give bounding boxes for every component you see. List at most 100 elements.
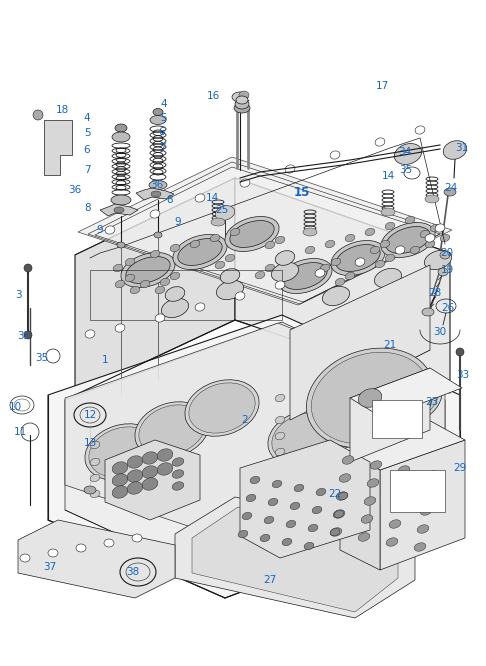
Text: 10: 10: [8, 402, 21, 412]
Ellipse shape: [389, 519, 401, 528]
Polygon shape: [44, 120, 72, 175]
Ellipse shape: [185, 380, 259, 436]
Ellipse shape: [220, 268, 240, 283]
Ellipse shape: [215, 261, 225, 268]
Ellipse shape: [190, 240, 200, 248]
Text: 28: 28: [428, 288, 442, 298]
Ellipse shape: [430, 224, 440, 232]
Ellipse shape: [121, 252, 175, 288]
Ellipse shape: [172, 458, 184, 466]
Ellipse shape: [172, 470, 184, 478]
Text: 9: 9: [97, 225, 104, 235]
Ellipse shape: [305, 246, 315, 254]
Ellipse shape: [275, 236, 285, 244]
Ellipse shape: [210, 234, 220, 242]
Ellipse shape: [240, 179, 250, 187]
Ellipse shape: [33, 110, 43, 120]
Text: 6: 6: [84, 145, 90, 155]
Ellipse shape: [355, 258, 365, 266]
Ellipse shape: [435, 224, 445, 232]
Ellipse shape: [232, 92, 248, 102]
Ellipse shape: [275, 394, 285, 402]
Ellipse shape: [333, 509, 345, 518]
Ellipse shape: [320, 264, 330, 272]
Text: 31: 31: [455, 143, 469, 153]
Ellipse shape: [364, 497, 376, 505]
Ellipse shape: [368, 370, 442, 426]
Ellipse shape: [318, 390, 392, 446]
Text: 34: 34: [399, 147, 412, 157]
Ellipse shape: [272, 413, 338, 463]
Ellipse shape: [225, 216, 279, 252]
Polygon shape: [290, 265, 430, 420]
Ellipse shape: [165, 286, 185, 301]
Ellipse shape: [239, 91, 249, 99]
Text: 27: 27: [263, 575, 277, 585]
Ellipse shape: [420, 507, 432, 515]
Ellipse shape: [112, 474, 128, 486]
Text: 8: 8: [167, 195, 174, 205]
Text: 13: 13: [84, 438, 97, 448]
Text: 8: 8: [85, 203, 91, 213]
Ellipse shape: [155, 314, 165, 322]
Ellipse shape: [150, 250, 160, 258]
Ellipse shape: [275, 416, 285, 424]
Ellipse shape: [336, 492, 348, 500]
Ellipse shape: [398, 466, 410, 474]
Ellipse shape: [230, 220, 274, 248]
Ellipse shape: [89, 427, 155, 477]
Ellipse shape: [395, 246, 405, 254]
Ellipse shape: [112, 132, 130, 142]
Text: 36: 36: [150, 180, 164, 190]
Ellipse shape: [420, 230, 430, 238]
Ellipse shape: [375, 138, 385, 146]
Text: 19: 19: [440, 265, 453, 275]
Ellipse shape: [410, 246, 420, 254]
Ellipse shape: [394, 144, 422, 165]
Ellipse shape: [275, 250, 295, 265]
Text: 15: 15: [294, 186, 310, 198]
Ellipse shape: [342, 456, 354, 464]
Polygon shape: [48, 315, 460, 598]
Ellipse shape: [160, 278, 170, 286]
Ellipse shape: [374, 268, 401, 288]
Bar: [372, 400, 422, 438]
Text: 2: 2: [242, 415, 248, 425]
Ellipse shape: [322, 393, 388, 443]
Ellipse shape: [135, 402, 209, 458]
Ellipse shape: [395, 484, 407, 492]
Ellipse shape: [381, 222, 435, 258]
Ellipse shape: [336, 244, 380, 272]
Ellipse shape: [272, 480, 282, 488]
Ellipse shape: [365, 228, 375, 236]
Ellipse shape: [355, 374, 365, 381]
Ellipse shape: [423, 489, 435, 498]
Ellipse shape: [189, 383, 255, 433]
Ellipse shape: [234, 103, 250, 113]
Text: 7: 7: [84, 165, 90, 175]
Ellipse shape: [375, 260, 385, 268]
Ellipse shape: [127, 482, 143, 494]
Ellipse shape: [386, 537, 398, 546]
Polygon shape: [78, 157, 452, 305]
Polygon shape: [75, 178, 450, 330]
Ellipse shape: [90, 490, 100, 498]
Ellipse shape: [338, 492, 348, 500]
Text: 35: 35: [35, 353, 49, 363]
Ellipse shape: [104, 539, 114, 547]
Polygon shape: [350, 368, 462, 418]
Text: 11: 11: [14, 427, 27, 437]
Ellipse shape: [111, 195, 131, 205]
Text: 35: 35: [399, 165, 413, 175]
Ellipse shape: [335, 378, 345, 386]
Polygon shape: [75, 178, 235, 395]
Ellipse shape: [265, 264, 275, 272]
Text: 9: 9: [174, 217, 181, 227]
Ellipse shape: [312, 506, 322, 513]
Ellipse shape: [438, 268, 448, 276]
Ellipse shape: [330, 151, 340, 159]
Text: 36: 36: [69, 185, 82, 195]
Ellipse shape: [425, 195, 439, 203]
Ellipse shape: [405, 216, 415, 224]
Ellipse shape: [381, 208, 395, 216]
